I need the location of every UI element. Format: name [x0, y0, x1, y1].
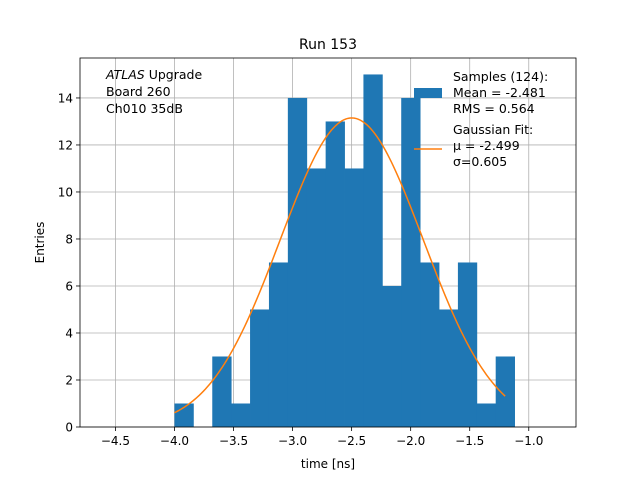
x-tick-label-7: −1.0 [514, 434, 543, 448]
histogram-bar-8 [325, 121, 345, 428]
y-tick-label-0: 0 [65, 421, 73, 435]
y-axis-label: Entries [33, 222, 47, 264]
histogram-bar-9 [344, 168, 364, 427]
annotation-line-1: Board 260 [106, 84, 171, 99]
legend-samples-line-2: RMS = 0.564 [453, 101, 535, 116]
x-axis-ticks: −4.5 −4.0 −3.5 −3.0 −2.5 −2.0 −1.5 −1.0 [101, 427, 543, 448]
legend-fit-line-0: Gaussian Fit: [453, 122, 533, 137]
y-axis-ticks: 0 2 4 6 8 10 12 14 [58, 91, 80, 435]
histogram-bar-17 [495, 356, 515, 427]
plot-frame [79, 57, 577, 428]
histogram-bar-3 [231, 403, 251, 427]
legend-fit-line-1: μ = -2.499 [453, 138, 520, 153]
histogram-bar-12 [401, 97, 421, 427]
histogram-bars [174, 74, 515, 428]
x-tick-label-6: −1.5 [455, 434, 484, 448]
histogram-bar-10 [363, 74, 383, 427]
histogram-bar-14 [439, 309, 459, 427]
legend-samples-line-0: Samples (124): [453, 69, 548, 84]
chart-title: Run 153 [299, 37, 357, 53]
y-tick-label-1: 2 [65, 373, 73, 387]
histogram-bar-13 [420, 262, 440, 427]
histogram-bar-7 [306, 168, 327, 427]
legend: Samples (124): Mean = -2.481 RMS = 0.564… [414, 69, 548, 169]
y-tick-label-4: 8 [65, 232, 73, 246]
histogram-bar-16 [476, 403, 497, 427]
annotation-line-0: ATLAS Upgrade [105, 67, 202, 82]
x-axis-label: time [ns] [301, 457, 355, 471]
y-tick-label-3: 6 [65, 279, 73, 293]
y-tick-label-2: 4 [65, 326, 73, 340]
x-tick-label-4: −2.5 [337, 434, 366, 448]
legend-samples-line-1: Mean = -2.481 [453, 85, 546, 100]
histogram-bar-6 [287, 97, 308, 427]
legend-fit-line-2: σ=0.605 [453, 154, 507, 169]
experiment-annotation: ATLAS Upgrade Board 260 Ch010 35dB [105, 67, 202, 116]
y-tick-label-6: 12 [58, 138, 73, 152]
x-tick-label-2: −3.5 [219, 434, 248, 448]
y-tick-label-5: 10 [58, 185, 73, 199]
x-tick-label-5: −2.0 [396, 434, 425, 448]
histogram-bar-5 [268, 262, 289, 427]
gaussian-fit-curve [174, 117, 506, 414]
histogram-bar-11 [382, 285, 402, 427]
histogram-bar-4 [250, 309, 270, 427]
x-tick-label-1: −4.0 [160, 434, 189, 448]
x-tick-label-3: −3.0 [278, 434, 307, 448]
y-tick-label-7: 14 [58, 91, 73, 105]
x-tick-label-0: −4.5 [101, 434, 130, 448]
annotation-line-2: Ch010 35dB [106, 101, 183, 116]
legend-samples-swatch [414, 88, 442, 98]
